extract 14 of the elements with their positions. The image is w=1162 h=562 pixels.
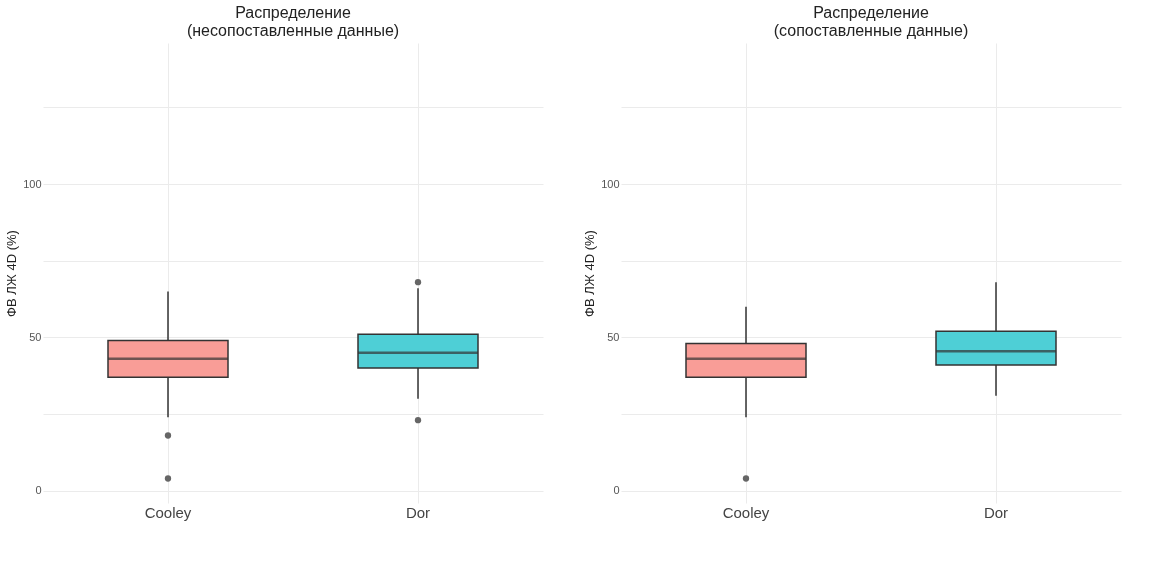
y-tick-label: 100 — [23, 177, 42, 190]
x-tick-label: Cooley — [722, 503, 770, 521]
chart-title: Распределение (несопоставленные данные) — [186, 4, 400, 39]
x-tick-label: Dor — [983, 503, 1009, 521]
y-axis-title: ФВ ЛЖ 4D (%) — [4, 230, 20, 317]
x-tick-label: Dor — [405, 503, 431, 521]
x-tick-label: Cooley — [144, 503, 192, 521]
y-tick-label: 0 — [35, 484, 42, 497]
y-tick-label: 50 — [607, 330, 620, 343]
y-axis-title: ФВ ЛЖ 4D (%) — [582, 230, 598, 317]
y-tick-label: 50 — [29, 330, 42, 343]
chart-title: Распределение (сопоставленные данные) — [773, 4, 969, 39]
y-tick-label: 0 — [613, 484, 620, 497]
y-tick-label: 100 — [601, 177, 620, 190]
